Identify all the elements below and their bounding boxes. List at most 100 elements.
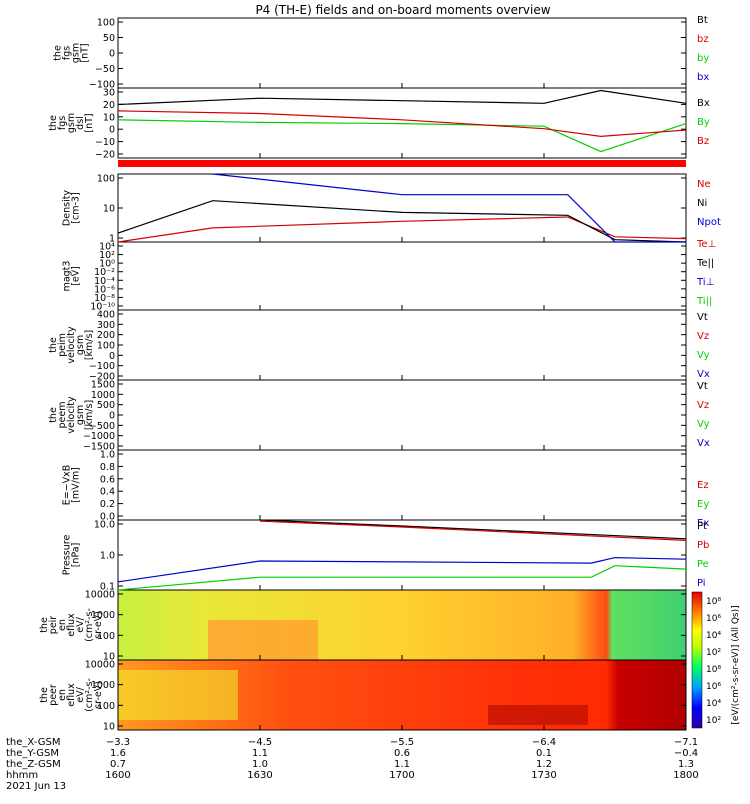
y-tick-label: 10⁻² (94, 267, 115, 278)
y-tick-label: 0.1 (100, 582, 115, 593)
y-tick-label: −1500 (83, 442, 115, 453)
x-value: 1730 (531, 770, 556, 781)
legend-entry: Vt (697, 312, 708, 323)
spectrogram-electron-dark (488, 705, 588, 725)
legend-entry: bz (697, 34, 709, 45)
y-tick-label: 10⁰ (99, 259, 115, 270)
y-axis-label-line: gsm (75, 335, 86, 355)
x-value: 0.6 (394, 748, 410, 759)
x-row-label: 2021 Jun 13 (6, 781, 66, 792)
y-tick-label: 20 (103, 100, 115, 111)
y-axis-label-line: en (57, 619, 68, 631)
y-axis-label: magt3[eV] (62, 261, 82, 292)
panel-peer-eflux: 10000 1000 100 10 thepeerenefluxeV/(cm²-s-sr… (39, 659, 687, 733)
y-tick-label: 10 (103, 112, 115, 123)
y-axis-label-line: magt3 (62, 261, 73, 292)
y-tick-label: 0 (109, 351, 115, 362)
legend-entry: Ez (697, 480, 709, 491)
y-axis-label-line: Density (62, 190, 73, 226)
y-axis-label-line: [km/s] (84, 400, 95, 430)
y-axis-label-line: the (48, 337, 59, 353)
y-tick-label: 10⁻⁶ (94, 284, 115, 295)
y-tick-label: 0 (109, 49, 115, 60)
y-axis-label-line: eV/ (75, 616, 86, 632)
legend-entry: By (697, 117, 710, 128)
legend-entry: Ni (697, 198, 707, 209)
legend-entry: Bt (697, 15, 708, 26)
panel-frame (117, 519, 687, 591)
x-value: −3.3 (106, 737, 130, 748)
x-value: 1800 (673, 770, 698, 781)
colorbar-tick: 10² (706, 648, 721, 658)
x-value: 1.2 (536, 759, 552, 770)
y-axis-label-line: the (48, 115, 59, 131)
x-row-label: the_X-GSM (6, 737, 60, 748)
legend-entry: bx (697, 72, 709, 83)
colorbar-label-group: [eV/(cm²-s-sr-eV)] (All Qs)] (731, 605, 741, 724)
legend-entry: Te⊥ (696, 239, 716, 250)
y-axis-label-line: fgs (62, 46, 73, 60)
y-tick-label: 0 (109, 411, 115, 422)
x-value: 1.1 (394, 759, 410, 770)
legend-entry: Pi (697, 578, 706, 589)
y-axis-label-line: eflux (66, 613, 77, 637)
y-tick-label: 10⁴ (99, 242, 115, 253)
x-value: −0.4 (674, 748, 698, 759)
y-axis-label-line: sr-eV) (93, 611, 104, 639)
y-axis-label: E=−VxB[mV/m] (62, 465, 82, 506)
y-tick-label: −200 (89, 372, 115, 383)
y-axis-label-line: peer (48, 684, 59, 706)
colorbar-tick: 10² (706, 716, 721, 726)
legend-entry: Vx (697, 438, 710, 449)
colorbar-tick: 10⁸ (706, 665, 721, 675)
y-tick-label: 200 (97, 330, 115, 341)
y-axis-label-line: the (39, 687, 50, 703)
y-tick-label: 400 (97, 310, 115, 321)
y-tick-label: −50 (95, 64, 115, 75)
colorbar-tick: 10⁴ (706, 631, 721, 641)
y-tick-label: −10 (95, 137, 115, 148)
y-tick-label: 100 (97, 701, 115, 712)
y-tick-label: 10⁻¹⁰ (90, 302, 115, 313)
x-value: 1.3 (678, 759, 694, 770)
y-tick-label: 1.0 (100, 551, 115, 562)
legend-entry: Vy (697, 350, 710, 361)
panel-frame (117, 449, 687, 521)
y-axis-label-line: [nPa] (71, 543, 82, 568)
y-axis-label-line: velocity (66, 396, 77, 434)
series-pressure-Pb (259, 520, 687, 541)
y-tick-label: 0 (109, 125, 115, 136)
y-tick-label: 1000 (91, 610, 115, 621)
legend-entry: Ey (697, 499, 709, 510)
y-tick-label: 100 (97, 18, 115, 29)
panel-efield: 1.00.80.6 0.40.2 0.0 E=−VxB[mV/m] Ez Ey Ex (62, 449, 709, 529)
series-pressure-Pe (117, 565, 687, 591)
panel-frame (117, 379, 687, 451)
legend-entry: Pe (697, 559, 709, 570)
legend-entry: Te|| (696, 258, 714, 269)
series-pressure-Pi (117, 556, 687, 583)
panel-frame (117, 309, 687, 381)
x-value: −7.1 (674, 737, 698, 748)
y-tick-label: 100 (97, 174, 115, 185)
y-tick-label: 100 (97, 631, 115, 642)
legend-entry: Bz (697, 136, 709, 147)
y-axis-label-line: gsm (71, 43, 82, 63)
panel-frame (117, 241, 687, 311)
y-tick-label: 10.0 (94, 520, 115, 531)
legend-entry: Vy (697, 419, 710, 430)
spectrogram-electron-patch (118, 670, 238, 720)
series-density-Npot (212, 173, 686, 243)
series-density-Ne (117, 216, 687, 243)
y-tick-label: 0.6 (100, 474, 115, 485)
x-value: 0.7 (110, 759, 126, 770)
separator-bar (118, 160, 686, 167)
y-axis-label-line: peem (57, 402, 68, 429)
y-tick-label: 0.2 (100, 499, 115, 510)
plot-title: P4 (TH-E) fields and on-board moments ov… (255, 3, 550, 17)
legend-entry: Vx (697, 369, 710, 380)
